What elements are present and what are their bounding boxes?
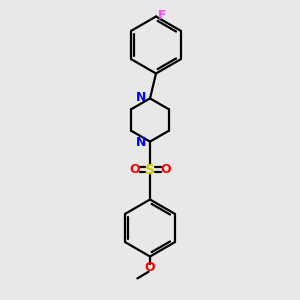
Text: S: S: [145, 163, 155, 176]
Text: O: O: [160, 163, 171, 176]
Text: O: O: [129, 163, 140, 176]
Text: N: N: [136, 91, 146, 104]
Text: F: F: [158, 9, 166, 22]
Text: O: O: [145, 261, 155, 274]
Text: N: N: [136, 136, 146, 149]
